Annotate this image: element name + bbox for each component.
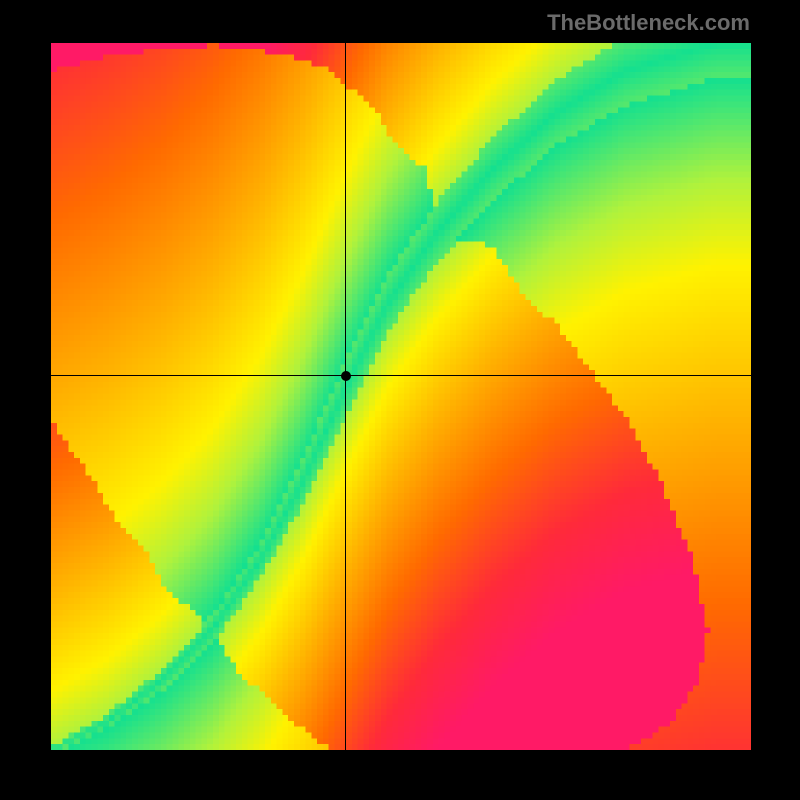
chart-root: TheBottleneck.com — [0, 0, 800, 800]
bottleneck-heatmap — [51, 43, 751, 750]
crosshair-vertical — [345, 43, 346, 750]
watermark-text: TheBottleneck.com — [547, 10, 750, 36]
crosshair-horizontal — [51, 375, 751, 376]
crosshair-marker — [341, 371, 351, 381]
